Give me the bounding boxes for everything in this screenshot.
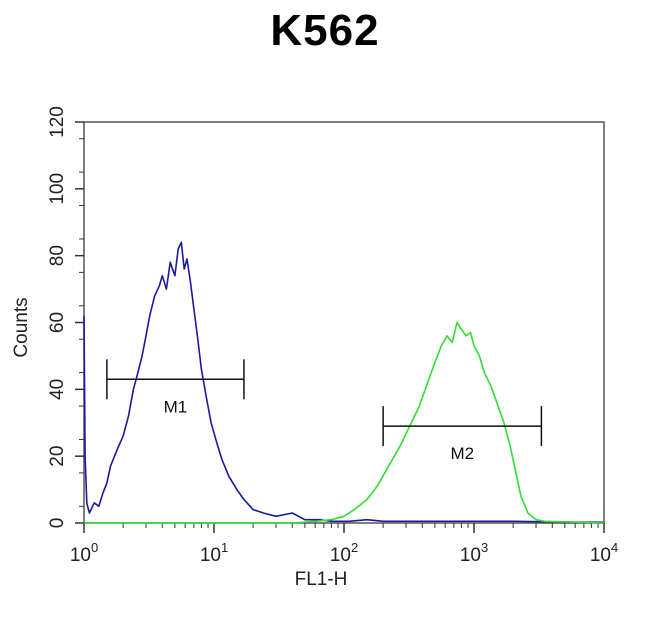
y-tick-label: 0 [47,518,68,529]
y-tick-label: 60 [47,312,68,333]
plot-frame [84,122,604,523]
y-tick-label: 40 [47,379,68,400]
x-tick-label: 100 [70,540,98,566]
y-tick-label: 20 [47,446,68,467]
y-tick-label: 80 [47,245,68,266]
y-tick-label: 100 [47,173,68,205]
x-tick-label: 102 [330,540,358,566]
gate-label: M1 [164,397,188,416]
y-axis-label: Counts [11,297,32,357]
x-tick-label: 104 [590,540,618,566]
histogram-series-2 [84,323,604,524]
x-axis-label: FL1-H [295,569,348,590]
x-tick-label: 101 [200,540,228,566]
x-tick-label: 103 [460,540,488,566]
gate-label: M2 [450,444,474,463]
y-tick-label: 120 [47,106,68,138]
histogram-series-1 [84,242,604,522]
